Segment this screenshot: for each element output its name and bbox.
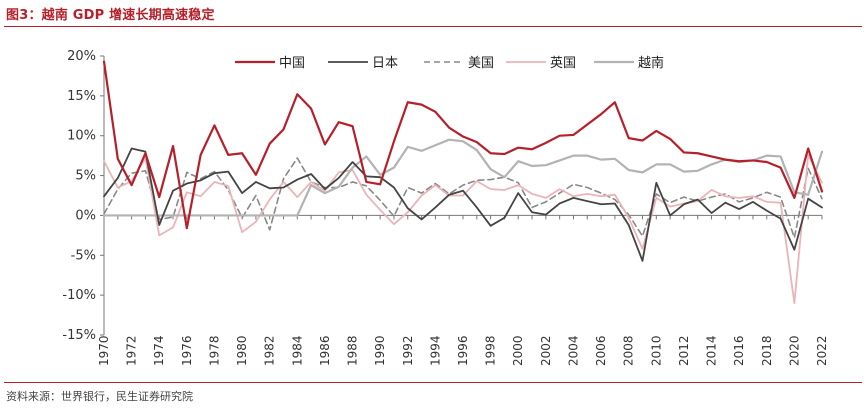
y-tick-label: 20% (67, 49, 96, 64)
legend-label-china: 中国 (279, 56, 305, 71)
x-tick-label: 2020 (787, 335, 801, 366)
x-tick-label: 2006 (594, 335, 608, 366)
series-line-china (102, 60, 824, 230)
series-line-usa (103, 157, 823, 239)
legend: 中国 日本 美国 英国 越南 (235, 55, 664, 71)
x-tick-label: 1970 (97, 335, 111, 366)
x-tick-label: 2008 (622, 335, 636, 366)
x-tick-label: 1990 (373, 335, 387, 366)
x-tick-label: 2012 (677, 335, 691, 366)
x-tick-label: 2010 (649, 335, 663, 366)
source-divider (4, 382, 862, 383)
series-line-vietnam (102, 138, 824, 217)
series-line-japan (103, 147, 823, 262)
x-tick-label: 2018 (760, 335, 774, 366)
y-tick-label: 10% (67, 129, 96, 144)
x-tick-label: 1980 (235, 335, 249, 366)
y-tick-label: 5% (75, 169, 96, 184)
x-tick-label: 1998 (484, 335, 498, 366)
x-tick-label: 2002 (539, 335, 553, 366)
x-tick-label: 2014 (705, 335, 719, 366)
x-tick-label: 2000 (511, 335, 525, 366)
x-tick-label: 1982 (263, 335, 277, 366)
source-note: 资料来源：世界银行，民生证券研究院 (6, 390, 193, 403)
y-tick-label: 15% (67, 89, 96, 104)
legend-label-vietnam: 越南 (638, 55, 664, 71)
legend-label-japan: 日本 (372, 56, 398, 71)
legend-label-uk: 英国 (550, 56, 576, 71)
x-tick-label: 2016 (732, 335, 746, 366)
x-tick-label: 1986 (318, 335, 332, 366)
x-tick-label: 1976 (180, 335, 194, 366)
x-tick-label: 1992 (401, 335, 415, 366)
y-tick-label: -10% (62, 288, 96, 303)
figure-title: 图3：越南 GDP 增速长期高速稳定 (6, 8, 215, 23)
x-tick-label: 1984 (290, 335, 304, 366)
legend-label-usa: 美国 (468, 56, 494, 71)
x-tick-label: 1978 (207, 335, 221, 366)
x-tick-label: 1996 (456, 335, 470, 366)
x-tick-label: 1994 (428, 335, 442, 366)
y-tick-label: 0% (75, 208, 96, 223)
series-layer (102, 60, 824, 305)
x-tick-label: 2004 (566, 335, 580, 366)
title-divider (4, 26, 862, 27)
axes-layer: 20% 15% 10% 5% 0% -5% -10% -15% 1970 1972 1974 1976… (62, 49, 829, 366)
x-tick-label: 1988 (346, 335, 360, 366)
y-tick-label: -5% (71, 248, 96, 263)
x-tick-label: 1974 (152, 335, 166, 366)
series-line-uk (103, 153, 823, 305)
y-tick-label: -15% (62, 328, 96, 343)
gdp-growth-chart: 20% 15% 10% 5% 0% -5% -10% -15% 1970 1972 1974 1976… (62, 49, 829, 366)
x-tick-label: 2022 (815, 335, 829, 366)
x-tick-label: 1972 (125, 335, 139, 366)
